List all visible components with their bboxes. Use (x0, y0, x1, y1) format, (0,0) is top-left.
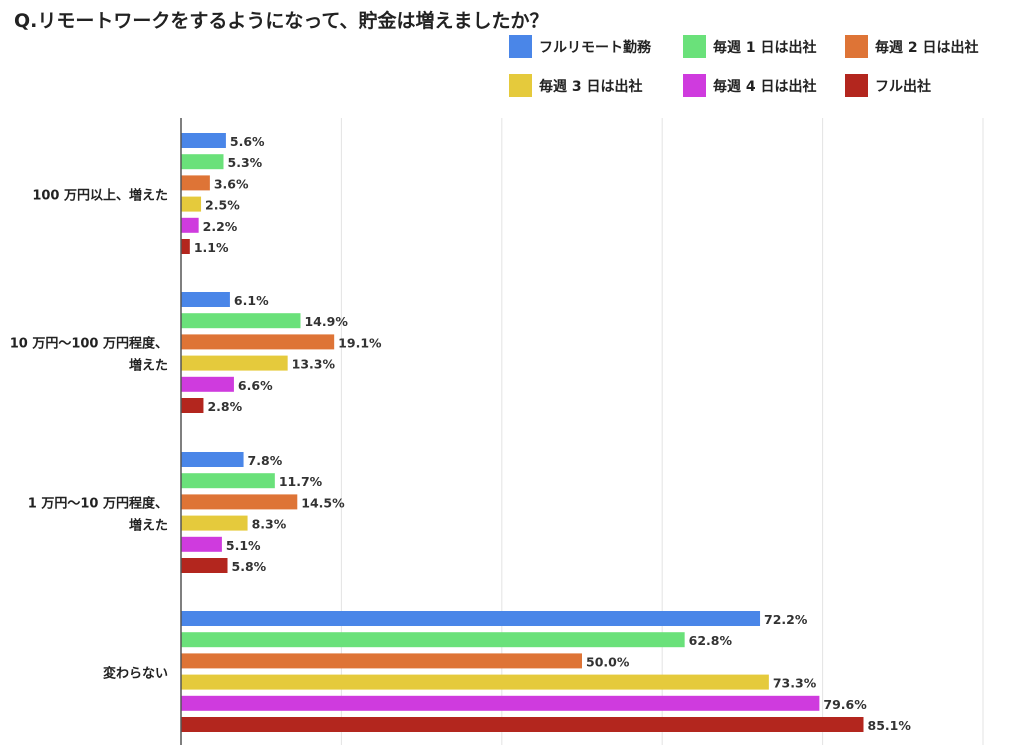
bar (181, 494, 298, 510)
legend-label: 毎週 4 日は出社 (713, 78, 817, 95)
data-label: 14.5% (301, 495, 345, 510)
data-label: 62.8% (689, 633, 733, 648)
bar (181, 376, 234, 392)
bar (181, 695, 820, 711)
bar (181, 133, 226, 148)
data-label: 79.6% (823, 697, 867, 712)
legend-swatch (683, 35, 706, 58)
data-label: 1.1% (194, 240, 229, 255)
data-label: 85.1% (868, 718, 912, 733)
bar (181, 536, 222, 552)
data-label: 6.6% (238, 378, 273, 393)
legend-label: フル出社 (875, 78, 931, 95)
data-label: 5.8% (232, 559, 267, 574)
bar (181, 313, 301, 329)
legend-swatch (845, 74, 868, 97)
bar (181, 632, 685, 648)
data-label: 7.8% (248, 453, 283, 468)
data-label: 11.7% (279, 474, 323, 489)
category-label: 10 万円〜100 万円程度、 (10, 336, 168, 352)
data-label: 2.2% (203, 219, 238, 234)
data-label: 73.3% (773, 676, 817, 691)
legend-label: 毎週 3 日は出社 (539, 78, 643, 95)
bar (181, 674, 769, 690)
data-label: 14.9% (304, 314, 348, 329)
chart-title: Q.リモートワークをするようになって、貯金は増えましたか？ (14, 10, 549, 32)
data-label: 13.3% (292, 357, 336, 372)
data-label: 2.8% (207, 399, 242, 414)
bar (181, 334, 335, 350)
legend-label: 毎週 2 日は出社 (875, 39, 979, 56)
data-label: 50.0% (586, 654, 630, 669)
bar (181, 398, 204, 413)
data-label: 8.3% (252, 517, 287, 532)
bar (181, 196, 202, 212)
legend-label: 毎週 1 日は出社 (713, 39, 817, 56)
category-label: 増えた (129, 358, 168, 374)
data-label: 3.6% (214, 176, 249, 191)
legend-swatch (509, 74, 532, 97)
bar (181, 175, 210, 191)
bar (181, 452, 244, 467)
category-label: 1 万円〜10 万円程度、 (28, 496, 168, 512)
data-label: 5.3% (228, 155, 263, 170)
bar (181, 515, 248, 531)
bar (181, 217, 199, 233)
data-label: 5.1% (226, 538, 261, 553)
bar (181, 717, 864, 732)
bar (181, 292, 230, 307)
category-label: 変わらない (103, 666, 168, 682)
bar (181, 653, 582, 669)
data-label: 5.6% (230, 134, 265, 149)
data-label: 72.2% (764, 612, 808, 627)
data-label: 2.5% (205, 198, 240, 213)
category-label: 増えた (129, 518, 168, 534)
category-label: 100 万円以上、増えた (32, 188, 168, 204)
bar (181, 239, 190, 254)
bar (181, 473, 275, 489)
bar (181, 154, 224, 170)
legend-swatch (683, 74, 706, 97)
data-label: 6.1% (234, 293, 269, 308)
legend-swatch (509, 35, 532, 58)
legend-swatch (845, 35, 868, 58)
bar (181, 558, 228, 573)
bar (181, 355, 288, 371)
bar (181, 611, 761, 626)
data-label: 19.1% (338, 335, 382, 350)
legend-label: フルリモート勤務 (539, 39, 652, 56)
